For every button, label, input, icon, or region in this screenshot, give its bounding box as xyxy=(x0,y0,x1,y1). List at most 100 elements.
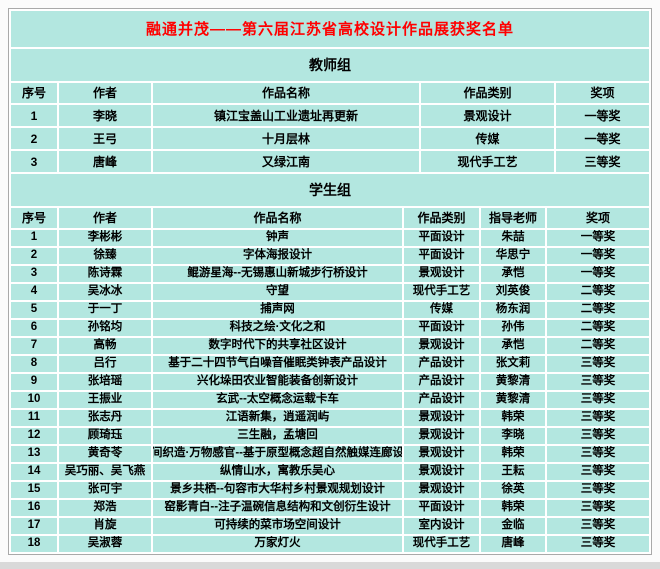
table-cell: 平面设计 xyxy=(404,230,479,246)
table-cell: 17 xyxy=(11,518,57,534)
student-table-body: 1 李彬彬 钟声 平面设计 朱喆 一等奖 2 徐臻 字体海报设计 平面设计 华思宁 一等奖 3 陈诗霖 鲲游… xyxy=(11,230,649,552)
table-cell: 钟声 xyxy=(153,230,402,246)
table-cell: 景观设计 xyxy=(404,410,479,426)
table-cell: 3 xyxy=(11,151,57,172)
table-cell: 高畅 xyxy=(59,338,151,354)
table-cell: 科技之绘·文化之和 xyxy=(153,320,402,336)
table-cell: 一等奖 xyxy=(556,128,649,149)
table-cell: 张志丹 xyxy=(59,410,151,426)
table-cell: 华思宁 xyxy=(481,248,545,264)
student-header-row: 序号 作者 作品名称 作品类别 指导老师 奖项 xyxy=(11,208,649,228)
table-cell: 产品设计 xyxy=(404,356,479,372)
table-cell: 三等奖 xyxy=(556,151,649,172)
table-cell: 现代手工艺 xyxy=(421,151,554,172)
column-header: 序号 xyxy=(11,208,57,228)
column-header: 作者 xyxy=(59,83,151,103)
table-cell: 三等奖 xyxy=(547,428,649,444)
page-title: 融通并茂——第六届江苏省高校设计作品展获奖名单 xyxy=(11,11,649,47)
table-cell: 孙铭均 xyxy=(59,320,151,336)
table-cell: 十月层林 xyxy=(153,128,419,149)
table-cell: 景观设计 xyxy=(404,338,479,354)
table-cell: 孙伟 xyxy=(481,320,545,336)
table-cell: 黄黎清 xyxy=(481,374,545,390)
teacher-table-body: 1 李晓 镇江宝盖山工业遗址再更新 景观设计 一等奖 2 王弓 十月层林 传媒 一等奖 3 唐峰 又绿江… xyxy=(11,105,649,172)
table-cell: 11 xyxy=(11,410,57,426)
table-cell: 镇江宝盖山工业遗址再更新 xyxy=(153,105,419,126)
table-cell: 三等奖 xyxy=(547,356,649,372)
table-cell: 李彬彬 xyxy=(59,230,151,246)
table-cell: 金临 xyxy=(481,518,545,534)
table-cell: 3 xyxy=(11,266,57,282)
table-cell: 景乡共栖--句容市大华村乡村景观规划设计 xyxy=(153,482,402,498)
table-cell: 平面设计 xyxy=(404,320,479,336)
table-cell: 张可宇 xyxy=(59,482,151,498)
table-cell: 窑影青白--注子温碗信息结构和文创衍生设计 xyxy=(153,500,402,516)
table-cell: 三等奖 xyxy=(547,536,649,552)
table-cell: 张文莉 xyxy=(481,356,545,372)
table-cell: 平面设计 xyxy=(404,248,479,264)
table-cell: 6 xyxy=(11,320,57,336)
teacher-header-row: 序号 作者 作品名称 作品类别 奖项 xyxy=(11,83,649,103)
table-cell: 朱喆 xyxy=(481,230,545,246)
table-cell: 一等奖 xyxy=(547,230,649,246)
table-cell: 景观设计 xyxy=(404,464,479,480)
table-cell: 王耘 xyxy=(481,464,545,480)
window-bottom-edge xyxy=(0,562,660,569)
table-cell: 14 xyxy=(11,464,57,480)
column-header: 奖项 xyxy=(556,83,649,103)
table-cell: 黄黎清 xyxy=(481,392,545,408)
table-cell: 吴冰冰 xyxy=(59,284,151,300)
table-cell: 李晓 xyxy=(481,428,545,444)
table-cell: 捕声网 xyxy=(153,302,402,318)
column-header: 作品类别 xyxy=(421,83,554,103)
table-cell: 三等奖 xyxy=(547,500,649,516)
table-cell: 三等奖 xyxy=(547,464,649,480)
table-cell: 15 xyxy=(11,482,57,498)
table-cell: 12 xyxy=(11,428,57,444)
table-cell: 一等奖 xyxy=(547,248,649,264)
column-header: 指导老师 xyxy=(481,208,545,228)
table-cell: 玄武--太空概念运载卡车 xyxy=(153,392,402,408)
table-cell: 杨东润 xyxy=(481,302,545,318)
table-cell: 1 xyxy=(11,230,57,246)
column-header: 作品名称 xyxy=(153,208,402,228)
table-cell: 景观设计 xyxy=(404,446,479,462)
table-cell: 二等奖 xyxy=(547,284,649,300)
table-cell: 李晓 xyxy=(59,105,151,126)
table-cell: 产品设计 xyxy=(404,392,479,408)
table-cell: 二等奖 xyxy=(547,320,649,336)
table-cell: 4 xyxy=(11,284,57,300)
table-cell: 字体海报设计 xyxy=(153,248,402,264)
table-cell: 刘英俊 xyxy=(481,284,545,300)
table-cell: 徐臻 xyxy=(59,248,151,264)
table-cell: 三生融，孟塘回 xyxy=(153,428,402,444)
table-cell: 吴巧丽、吴飞燕 xyxy=(59,464,151,480)
table-cell: 现代手工艺 xyxy=(404,536,479,552)
table-cell: 景观设计 xyxy=(404,428,479,444)
table-cell: 韩荣 xyxy=(481,500,545,516)
table-cell: 室内设计 xyxy=(404,518,479,534)
table-cell: 黄奇苓 xyxy=(59,446,151,462)
table-cell: 2 xyxy=(11,128,57,149)
table-cell: 数字时代下的共享社区设计 xyxy=(153,338,402,354)
table-cell: 吕行 xyxy=(59,356,151,372)
table-cell: 唐峰 xyxy=(481,536,545,552)
table-cell: 16 xyxy=(11,500,57,516)
table-cell: 18 xyxy=(11,536,57,552)
column-header: 作者 xyxy=(59,208,151,228)
table-cell: 1 xyxy=(11,105,57,126)
table-cell: 王振业 xyxy=(59,392,151,408)
table-cell: 守望 xyxy=(153,284,402,300)
table-cell: 郑浩 xyxy=(59,500,151,516)
table-cell: 唐峰 xyxy=(59,151,151,172)
teacher-section-heading: 教师组 xyxy=(11,49,649,81)
table-cell: 8 xyxy=(11,356,57,372)
table-cell: 于一丁 xyxy=(59,302,151,318)
table-cell: 三等奖 xyxy=(547,482,649,498)
table-cell: 鲲游星海--无锡惠山新城步行桥设计 xyxy=(153,266,402,282)
table-cell: 可持续的菜市场空间设计 xyxy=(153,518,402,534)
table-cell: 江语新集，逍遥润屿 xyxy=(153,410,402,426)
table-cell: 张培瑶 xyxy=(59,374,151,390)
table-cell: 三等奖 xyxy=(547,392,649,408)
